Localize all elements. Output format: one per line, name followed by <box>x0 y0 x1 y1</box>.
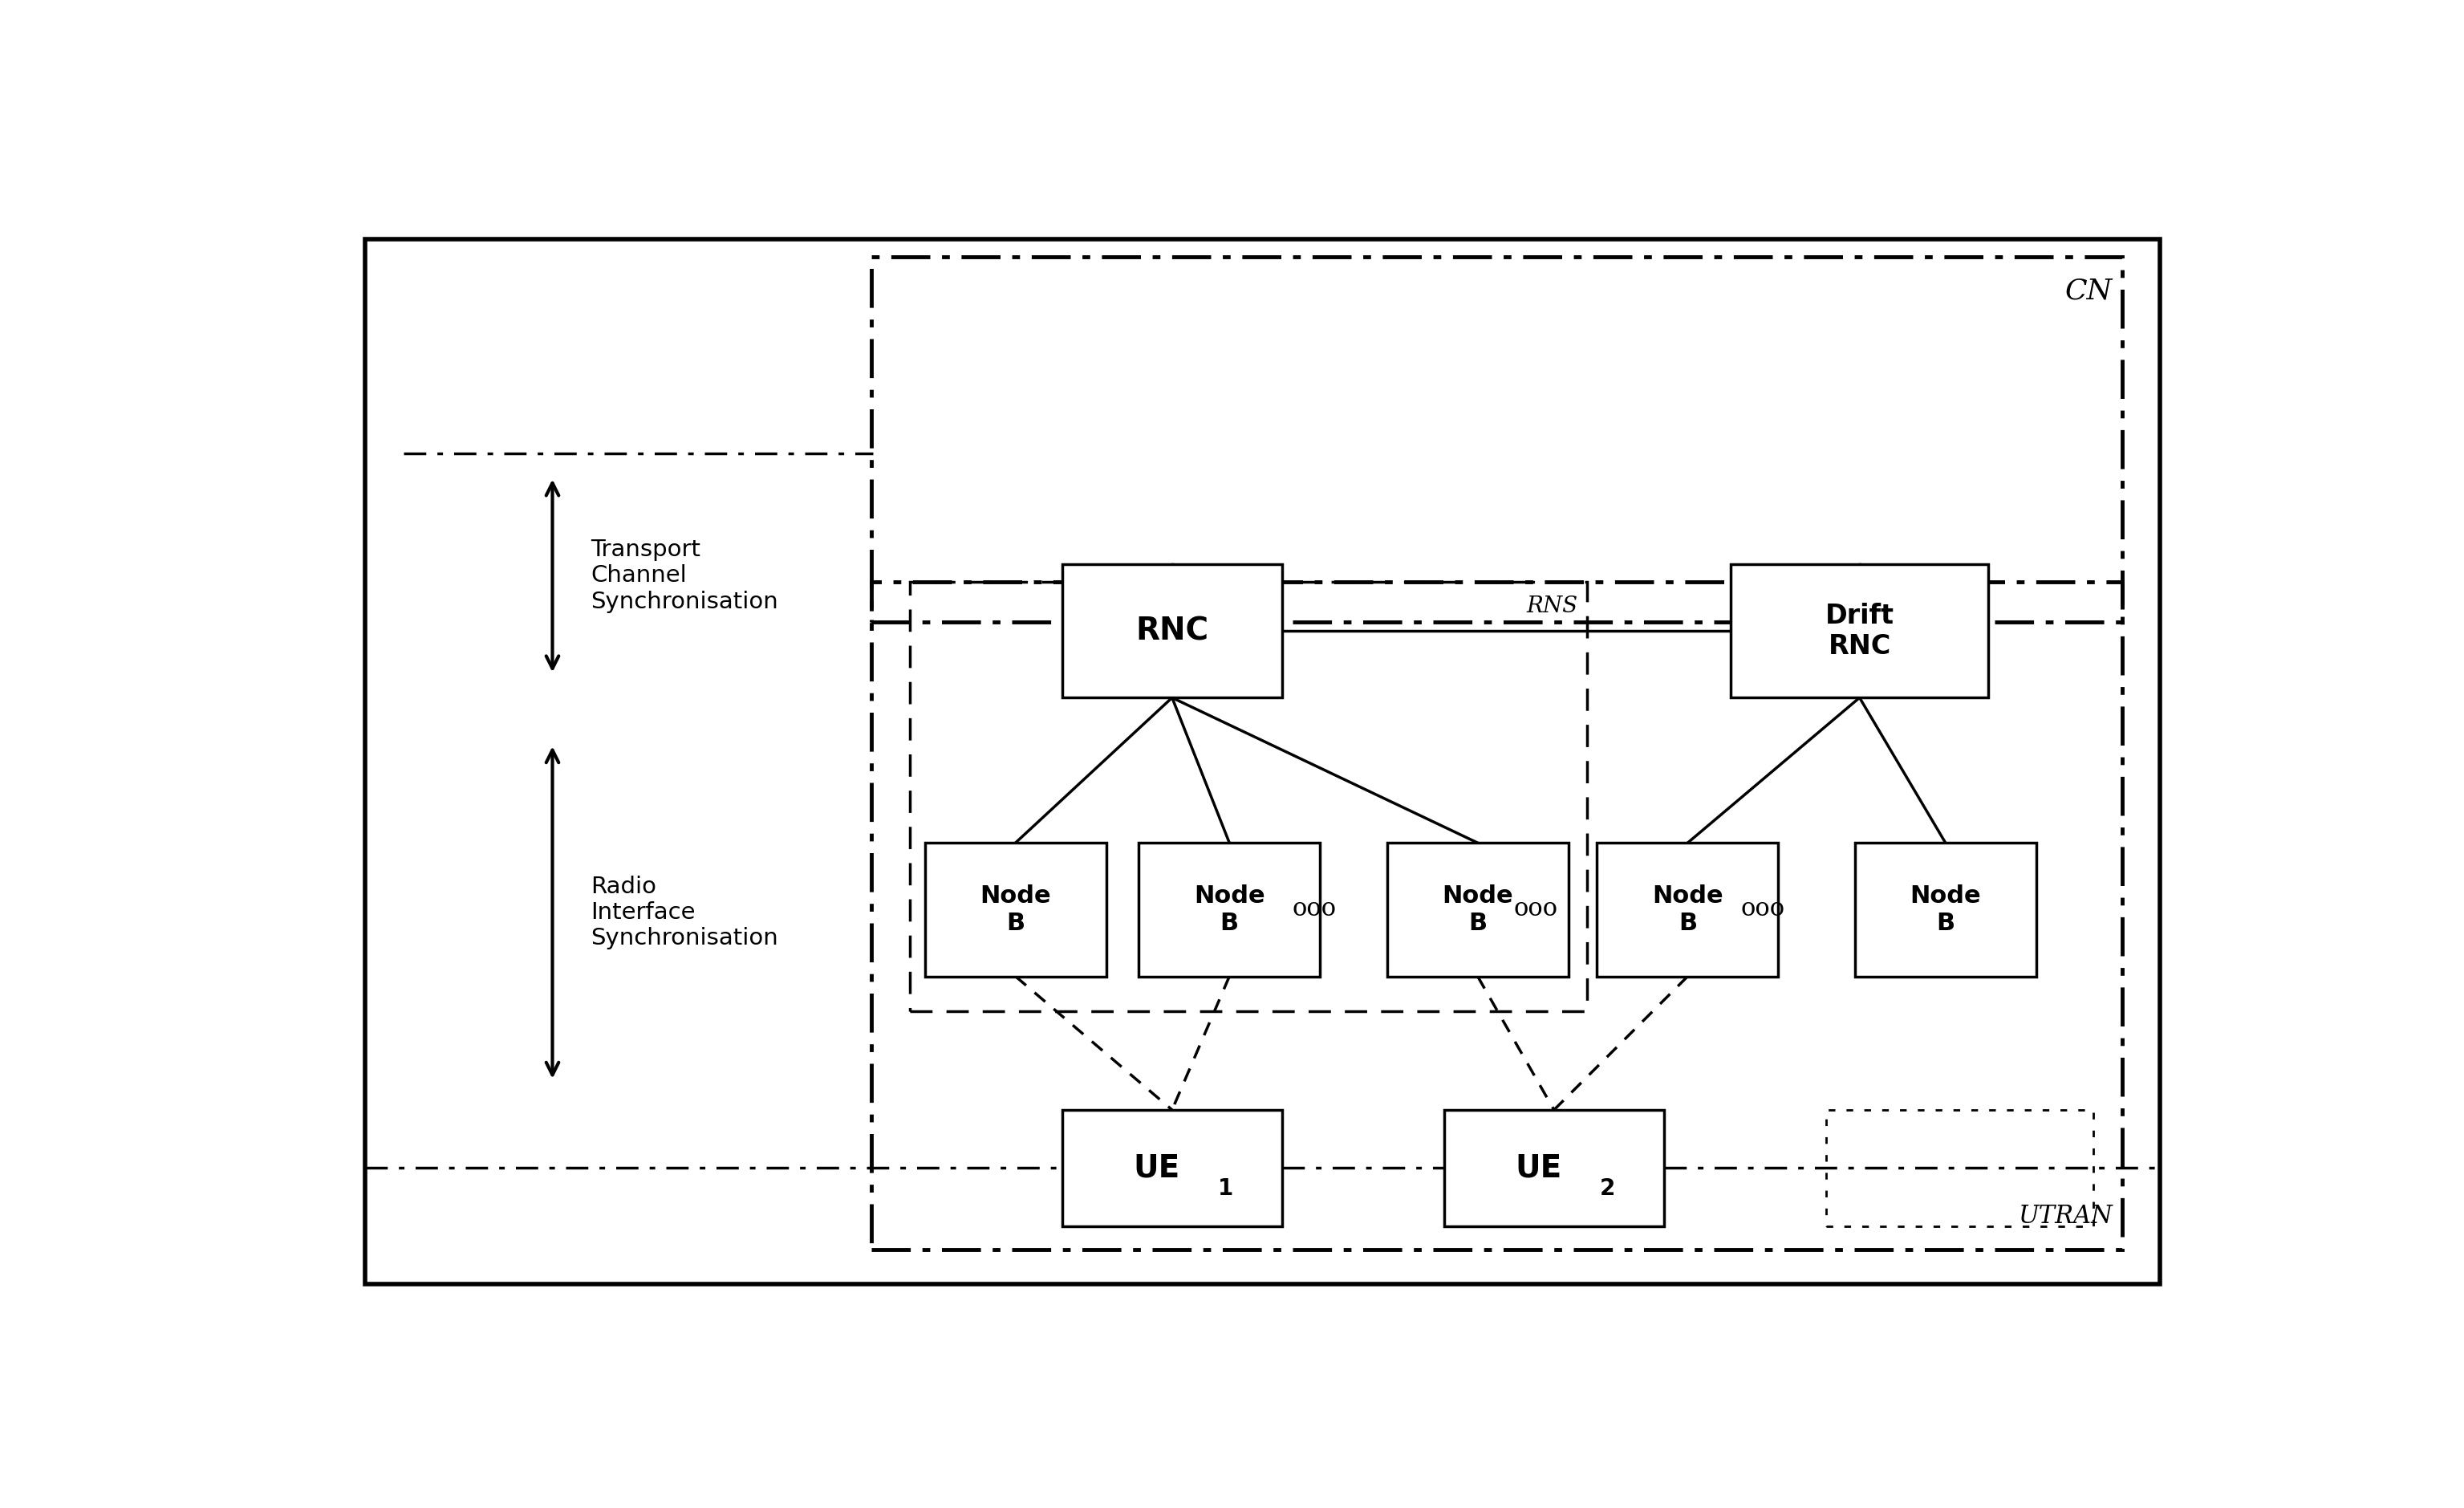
Text: RNS: RNS <box>1525 596 1577 617</box>
Text: 2: 2 <box>1599 1178 1616 1200</box>
Bar <box>909 582 1587 1012</box>
Bar <box>1138 843 1321 976</box>
Text: Node
B: Node B <box>1195 885 1264 935</box>
Bar <box>1062 1110 1281 1226</box>
Text: CN: CN <box>2065 277 2112 305</box>
Text: Node
B: Node B <box>981 885 1052 935</box>
Text: RNC: RNC <box>1136 615 1210 645</box>
Text: Node
B: Node B <box>1441 885 1513 935</box>
Text: UTRAN: UTRAN <box>2018 1203 2112 1229</box>
Bar <box>1826 1110 2094 1226</box>
Text: Node
B: Node B <box>1910 885 1981 935</box>
Text: Drift
RNC: Drift RNC <box>1826 602 1895 659</box>
Bar <box>1062 564 1281 698</box>
Text: Radio
Interface
Synchronisation: Radio Interface Synchronisation <box>591 875 779 950</box>
Text: Transport
Channel
Synchronisation: Transport Channel Synchronisation <box>591 538 779 612</box>
Bar <box>872 256 2122 623</box>
Bar <box>924 843 1106 976</box>
Text: UE: UE <box>1133 1152 1180 1184</box>
Bar <box>1730 564 1988 698</box>
Text: ooo: ooo <box>1291 897 1335 921</box>
Bar <box>1444 1110 1663 1226</box>
Text: 1: 1 <box>1217 1178 1234 1200</box>
Text: ooo: ooo <box>1742 897 1786 921</box>
Text: ooo: ooo <box>1513 897 1557 921</box>
Text: UE: UE <box>1515 1152 1562 1184</box>
Bar <box>1597 843 1779 976</box>
Text: Node
B: Node B <box>1653 885 1722 935</box>
Bar <box>1387 843 1570 976</box>
Bar <box>872 582 2122 1249</box>
Bar <box>1855 843 2035 976</box>
